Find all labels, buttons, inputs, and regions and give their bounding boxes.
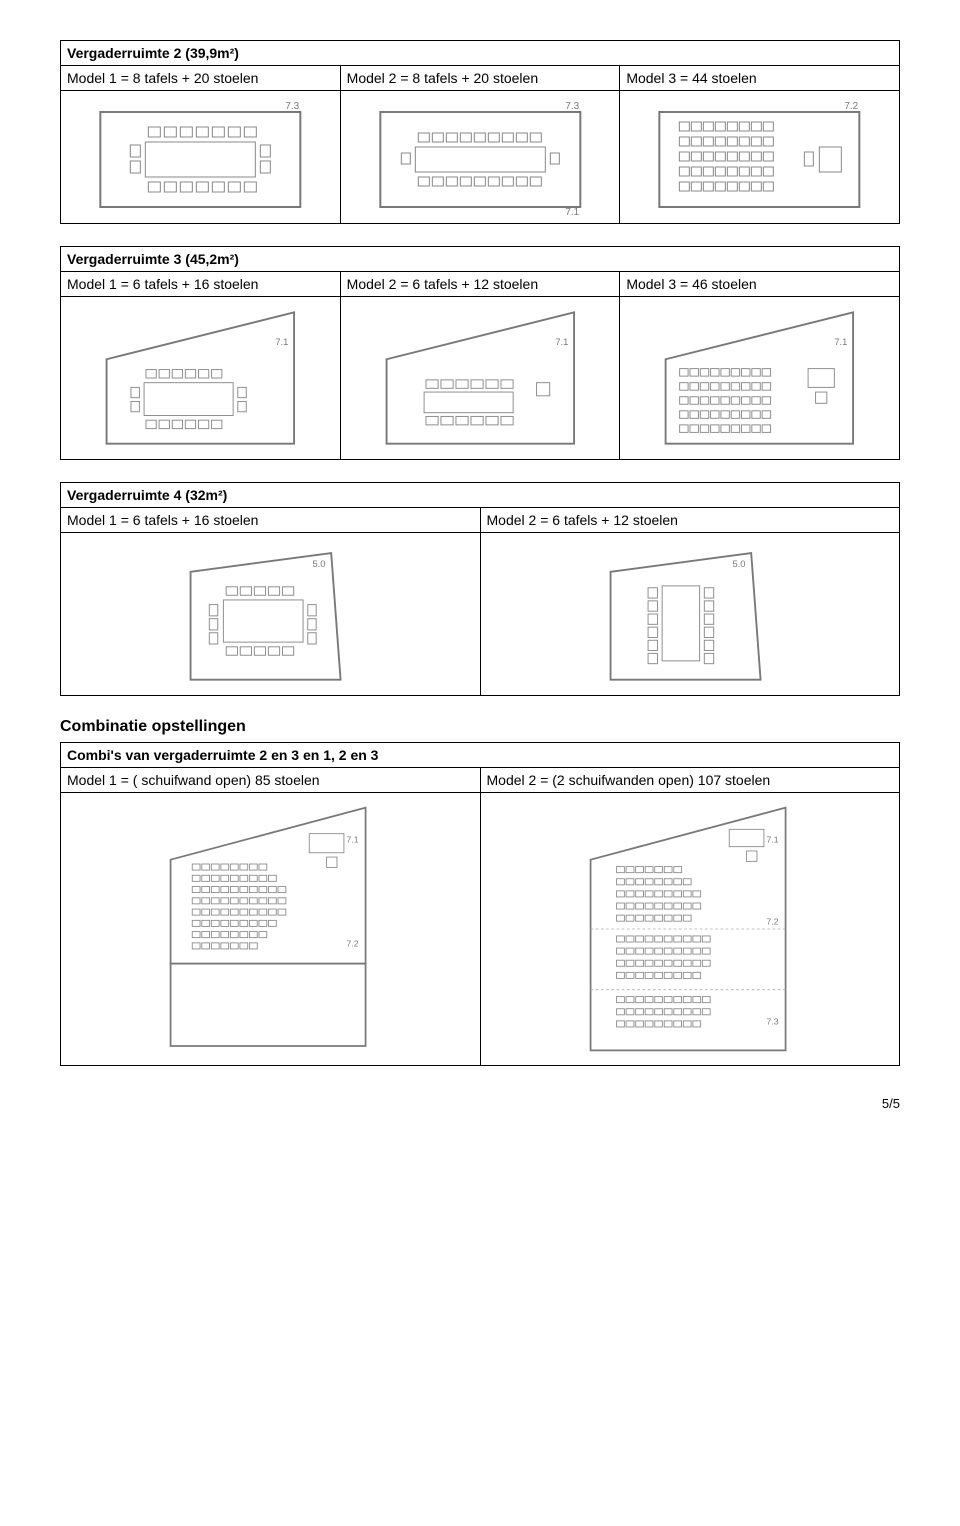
room4-plan2-label: 5.0	[732, 559, 745, 569]
room2-plan3-cell: 7.2	[620, 91, 900, 224]
room4-table: Vergaderruimte 4 (32m²) Model 1 = 6 tafe…	[60, 482, 900, 696]
combo-title: Combi's van vergaderruimte 2 en 3 en 1, …	[61, 743, 900, 768]
room3-title: Vergaderruimte 3 (45,2m²)	[61, 247, 900, 272]
room3-model1: Model 1 = 6 tafels + 16 stoelen	[61, 272, 341, 297]
room3-table: Vergaderruimte 3 (45,2m²) Model 1 = 6 ta…	[60, 246, 900, 460]
room4-plan1-cell: 5.0	[61, 533, 481, 696]
combo-plan1-label-a: 7.1	[347, 834, 359, 844]
room3-plan1-cell: 7.1	[61, 297, 341, 460]
room2-model2: Model 2 = 8 tafels + 20 stoelen	[340, 66, 620, 91]
room3-plan3-cell: 7.1	[620, 297, 900, 460]
room2-plan2-label-out: 7.1	[565, 207, 579, 217]
room4-model2: Model 2 = 6 tafels + 12 stoelen	[480, 508, 900, 533]
page-number: 5/5	[60, 1096, 900, 1111]
room4-plan2-svg: 5.0	[487, 539, 894, 689]
combo-plan2-label-c: 7.3	[766, 1016, 778, 1026]
room2-plan3-svg: 7.2	[626, 97, 893, 217]
combo-plan2-svg: 7.1 7.2 7.3	[487, 799, 894, 1059]
combo-plan2-label-a: 7.1	[766, 834, 778, 844]
room4-model1: Model 1 = 6 tafels + 16 stoelen	[61, 508, 481, 533]
room2-model3: Model 3 = 44 stoelen	[620, 66, 900, 91]
room2-plan2-cell: 7.3 7.1	[340, 91, 620, 224]
room2-model1: Model 1 = 8 tafels + 20 stoelen	[61, 66, 341, 91]
combo-plan1-label-b: 7.2	[347, 938, 359, 948]
room2-plan2-label: 7.3	[565, 101, 579, 112]
combo-plan2-label-b: 7.2	[766, 917, 778, 927]
room2-plan2-svg: 7.3 7.1	[347, 97, 614, 217]
room3-plan3-label: 7.1	[835, 337, 848, 347]
room2-plan3-label: 7.2	[845, 101, 859, 112]
combo-table: Combi's van vergaderruimte 2 en 3 en 1, …	[60, 742, 900, 1066]
combo-plan2-cell: 7.1 7.2 7.3	[480, 793, 900, 1066]
room4-plan2-cell: 5.0	[480, 533, 900, 696]
room3-model2: Model 2 = 6 tafels + 12 stoelen	[340, 272, 620, 297]
room4-plan1-svg: 5.0	[67, 539, 474, 689]
room3-plan3-svg: 7.1	[626, 303, 893, 453]
room4-plan1-label: 5.0	[312, 559, 325, 569]
room3-plan1-label: 7.1	[275, 337, 288, 347]
room4-title: Vergaderruimte 4 (32m²)	[61, 483, 900, 508]
room3-plan2-cell: 7.1	[340, 297, 620, 460]
room3-model3: Model 3 = 46 stoelen	[620, 272, 900, 297]
combo-heading: Combinatie opstellingen	[60, 718, 900, 736]
combo-model2: Model 2 = (2 schuifwanden open) 107 stoe…	[480, 768, 900, 793]
combo-model1: Model 1 = ( schuifwand open) 85 stoelen	[61, 768, 481, 793]
combo-plan1-svg: 7.1 7.2	[67, 799, 474, 1059]
room2-plan1-cell: 7.3	[61, 91, 341, 224]
room3-plan1-svg: 7.1	[67, 303, 334, 453]
room2-table: Vergaderruimte 2 (39,9m²) Model 1 = 8 ta…	[60, 40, 900, 224]
room2-plan1-svg: 7.3	[67, 97, 334, 217]
room2-plan1-label: 7.3	[285, 101, 299, 112]
room3-plan2-label: 7.1	[555, 337, 568, 347]
room3-plan2-svg: 7.1	[347, 303, 614, 453]
combo-plan1-cell: 7.1 7.2	[61, 793, 481, 1066]
room2-title: Vergaderruimte 2 (39,9m²)	[61, 41, 900, 66]
